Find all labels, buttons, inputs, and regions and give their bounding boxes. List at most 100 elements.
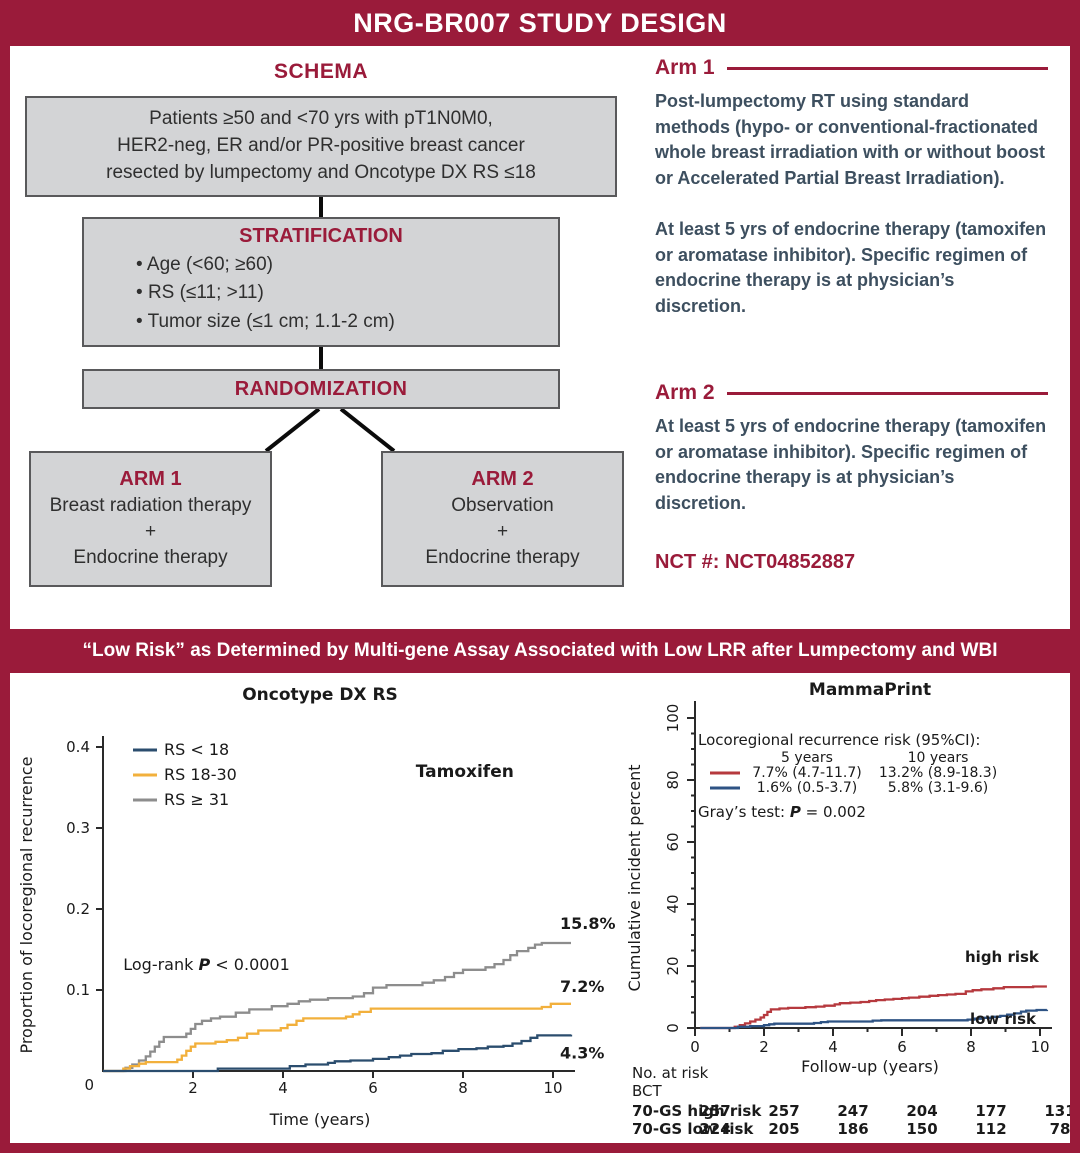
connector-diagonals <box>264 409 396 452</box>
risk-row-label: 70-GS high risk <box>632 1102 762 1120</box>
risk-row-label: 70-GS low risk <box>632 1120 754 1138</box>
end-label: 4.3% <box>560 1044 604 1063</box>
legend-label: RS < 18 <box>164 740 229 759</box>
stratification-box: STRATIFICATION Age (<60; ≥60) RS (≤11; >… <box>82 216 560 348</box>
eligibility-line: resected by lumpectomy and Oncotype DX R… <box>106 161 536 183</box>
arm1-box-line: Breast radiation therapy <box>49 494 252 516</box>
arm1-box-line: Endocrine therapy <box>73 547 228 569</box>
arm1-box: ARM 1 Breast radiation therapy + Endocri… <box>29 451 272 588</box>
oncotype-ylabel: Proportion of locoregional recurrence <box>17 756 36 1053</box>
y-tick-label: 0 <box>84 1076 94 1094</box>
x-tick-label: 2 <box>759 1038 769 1056</box>
arm1-box-title: ARM 1 <box>119 467 182 490</box>
risk-count: 247 <box>837 1102 868 1120</box>
arm1-box-line: + <box>144 520 157 542</box>
risk-count: 204 <box>906 1102 937 1120</box>
stratification-list: Age (<60; ≥60) RS (≤11; >11) Tumor size … <box>136 251 558 337</box>
series-low risk <box>700 1008 1049 1030</box>
arm-details-column: Arm 1 Post-lumpectomy RT using standard … <box>632 46 1070 629</box>
arm2-box-title: ARM 2 <box>471 467 534 490</box>
pvalue-annotation: Log-rank P < 0.0001 <box>123 955 290 974</box>
oncotype-title: Oncotype DX RS <box>242 685 398 705</box>
y-tick-label: 80 <box>664 770 682 789</box>
risk-count: 177 <box>975 1102 1006 1120</box>
oncotype-xlabel: Time (years) <box>269 1110 371 1129</box>
y-tick-label: 40 <box>664 894 682 913</box>
risk-table-header: No. at risk <box>632 1064 709 1082</box>
y-tick-label: 0.1 <box>66 981 90 999</box>
eligibility-box: Patients ≥50 and <70 yrs with pT1N0M0, H… <box>25 96 617 197</box>
series-RS ≥ 31 <box>103 941 571 1073</box>
stratification-heading: STRATIFICATION <box>239 224 403 247</box>
gray-test-annotation: Gray’s test: P = 0.002 <box>698 803 866 821</box>
main-title: NRG-BR007 STUDY DESIGN <box>353 7 727 38</box>
x-tick-label: 6 <box>897 1038 907 1056</box>
mammaprint-xlabel: Follow-up (years) <box>801 1057 939 1076</box>
legend-value: 7.7% (4.7-11.7) <box>752 765 861 781</box>
x-tick-label: 4 <box>828 1038 838 1056</box>
section-banner: “Low Risk” as Determined by Multi-gene A… <box>10 629 1070 673</box>
randomization-box: RANDOMIZATION <box>82 369 560 410</box>
arm1-detail-title: Arm 1 <box>655 56 715 79</box>
oncotype-dx-chart: Oncotype DX RS Time (years) Proportion of … <box>17 685 616 1129</box>
eligibility-line: Patients ≥50 and <70 yrs with pT1N0M0, <box>149 108 493 129</box>
arm1-detail-heading: Arm 1 <box>655 56 1048 80</box>
y-tick-label: 0.3 <box>66 819 90 837</box>
arm2-box-line: Observation <box>451 494 554 516</box>
connector-vertical <box>319 196 323 217</box>
mammaprint-ylabel: Cumulative incident percent <box>625 764 644 991</box>
risk-count: 205 <box>768 1120 799 1138</box>
arm2-paragraph-1: At least 5 yrs of endocrine therapy (tam… <box>655 416 1047 514</box>
series-high risk <box>700 985 1047 1030</box>
heading-rule <box>726 66 1048 70</box>
y-tick-label: 20 <box>664 956 682 975</box>
x-tick-label: 2 <box>188 1079 198 1097</box>
mammaprint-chart: MammaPrint Follow-up (years) Cumulative in… <box>625 680 1070 1138</box>
series-RS < 18 <box>103 1034 573 1073</box>
legend-value: 1.6% (0.5-3.7) <box>757 780 858 796</box>
legend-value: 13.2% (8.9-18.3) <box>879 765 997 781</box>
arm2-box-line: + <box>496 520 509 542</box>
arm2-box: ARM 2 Observation + Endocrine therapy <box>381 451 624 588</box>
arm1-paragraph-1: Post-lumpectomy RT using standard method… <box>655 91 1046 188</box>
risk-count: 257 <box>699 1102 730 1120</box>
annotation: Tamoxifen <box>416 762 514 782</box>
schema-heading: SCHEMA <box>273 60 368 83</box>
y-tick-label: 0.4 <box>66 738 90 756</box>
legend-value: 5.8% (3.1-9.6) <box>888 780 989 796</box>
risk-count: 150 <box>906 1120 937 1138</box>
stratification-bullet: RS (≤11; >11) <box>136 279 558 308</box>
x-tick-label: 8 <box>458 1079 468 1097</box>
series-RS 18-30 <box>103 1002 571 1073</box>
charts-panel: Oncotype DX RS Time (years) Proportion of … <box>10 673 1070 1143</box>
x-tick-label: 6 <box>368 1079 378 1097</box>
connector-vertical <box>319 347 323 370</box>
legend-header: Locoregional recurrence risk (95%CI): <box>698 731 980 749</box>
nct-number: NCT #: NCT04852887 <box>655 550 856 573</box>
end-label: 7.2% <box>560 977 604 996</box>
y-tick-label: 0 <box>664 1023 682 1033</box>
legend-column: 10 years <box>908 750 969 766</box>
y-tick-label: 100 <box>664 704 682 733</box>
eligibility-line: HER2-neg, ER and/or PR-positive breast c… <box>117 134 525 156</box>
risk-table-subheader: BCT <box>632 1082 663 1100</box>
arm2-detail-block: Arm 2 At least 5 yrs of endocrine therap… <box>655 381 1048 573</box>
risk-count: 112 <box>975 1120 1006 1138</box>
arm2-detail-heading: Arm 2 <box>655 381 1048 405</box>
x-tick-label: 10 <box>543 1079 562 1097</box>
stratification-bullet: Tumor size (≤1 cm; 1.1-2 cm) <box>136 308 558 337</box>
legend-label: RS 18-30 <box>164 765 237 784</box>
stratification-bullet: Age (<60; ≥60) <box>136 251 558 280</box>
risk-count: 186 <box>837 1120 868 1138</box>
y-tick-label: 60 <box>664 832 682 851</box>
legend-label: RS ≥ 31 <box>164 790 229 809</box>
arms-row: ARM 1 Breast radiation therapy + Endocri… <box>29 451 624 588</box>
end-label: 15.8% <box>560 914 616 933</box>
arm2-detail-title: Arm 2 <box>655 381 715 405</box>
risk-count: 78 <box>1050 1120 1070 1138</box>
study-design-panel: SCHEMA Patients ≥50 and <70 yrs with pT1… <box>10 46 1070 629</box>
x-tick-label: 8 <box>966 1038 976 1056</box>
arm1-paragraph-2: At least 5 yrs of endocrine therapy (tam… <box>655 219 1047 316</box>
mammaprint-title: MammaPrint <box>809 680 931 700</box>
